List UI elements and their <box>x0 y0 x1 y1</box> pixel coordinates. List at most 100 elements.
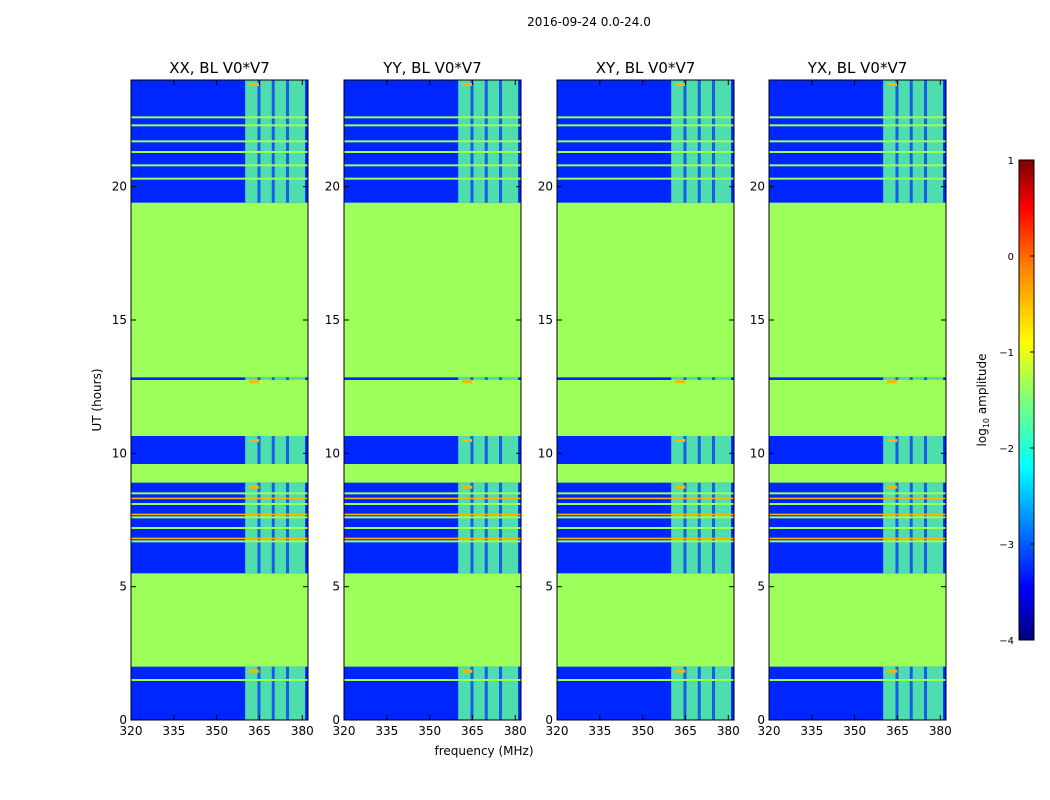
hot-spot <box>249 669 260 673</box>
x-tick-label: 335 <box>162 724 185 738</box>
flag-stripe <box>769 164 946 167</box>
hot-spot <box>249 380 260 384</box>
flag-stripe <box>344 527 521 529</box>
flag-stripe <box>131 116 308 119</box>
hot-stripe <box>769 497 946 500</box>
hot-spot <box>462 439 473 442</box>
colorbar-tick-label: −2 <box>999 444 1014 455</box>
y-tick-label: 10 <box>112 446 127 460</box>
colorbar-tick-label: −1 <box>999 348 1014 359</box>
panel-title: YY, BL V0*V7 <box>382 59 481 77</box>
flag-stripe <box>769 492 946 495</box>
hot-spot <box>887 83 898 86</box>
flag-stripe <box>557 151 734 153</box>
panel-title: XY, BL V0*V7 <box>596 59 696 77</box>
flag-stripe <box>131 140 308 143</box>
y-tick-label: 15 <box>325 313 340 327</box>
x-tick-label: 320 <box>546 724 569 738</box>
band-gap <box>924 666 928 720</box>
hot-spot <box>675 669 686 673</box>
panel-3: XY, BL V0*V7 320 335 350 365 380 0 5 10 15 20 <box>538 59 740 738</box>
x-tick-label: 350 <box>418 724 441 738</box>
panel-frame <box>343 79 522 721</box>
x-tick-label: 320 <box>333 724 356 738</box>
x-tick-label: 320 <box>758 724 781 738</box>
band-gap <box>271 666 275 720</box>
band-gap <box>286 377 290 380</box>
flag-stripe <box>557 679 734 681</box>
y-tick-label: 5 <box>332 580 340 594</box>
rfi-band <box>458 377 519 380</box>
y-axis-label: UT (hours) <box>90 368 104 431</box>
flag-stripe <box>557 492 734 495</box>
rfi-band <box>883 377 944 380</box>
hot-spot <box>887 485 898 489</box>
x-tick-label: 335 <box>800 724 823 738</box>
x-tick-label: 365 <box>248 724 271 738</box>
band-gap <box>712 666 716 720</box>
y-tick-label: 10 <box>325 446 340 460</box>
y-tick-label: 20 <box>750 180 765 194</box>
x-tick-label: 350 <box>631 724 654 738</box>
data-row <box>344 377 521 380</box>
flag-stripe <box>769 503 946 505</box>
y-tick-label: 15 <box>112 313 127 327</box>
band-gap <box>271 436 275 464</box>
flag-stripe <box>769 116 946 119</box>
band-gap <box>499 377 503 380</box>
y-tick-label: 5 <box>119 580 127 594</box>
band-gap <box>286 436 290 464</box>
colorbar: 10−1−2−3−4 log10 amplitude <box>975 156 1035 647</box>
figure-suptitle: 2016-09-24 0.0-24.0 <box>527 15 651 29</box>
band-gap <box>895 666 899 720</box>
flag-stripe <box>344 492 521 495</box>
x-tick-label: 380 <box>504 724 527 738</box>
x-tick-label: 380 <box>929 724 952 738</box>
band-gap <box>712 436 716 464</box>
flag-stripe <box>344 679 521 681</box>
colorbar-label-tail: amplitude <box>975 354 989 418</box>
data-row <box>131 377 308 380</box>
hot-stripe <box>557 537 734 540</box>
y-tick-label: 20 <box>538 180 553 194</box>
hot-spot <box>462 380 473 384</box>
flag-stripe <box>131 164 308 167</box>
hot-stripe <box>131 537 308 540</box>
band-gap <box>470 666 474 720</box>
x-tick-label: 350 <box>843 724 866 738</box>
hot-spot <box>675 485 686 489</box>
colorbar-tick-label: 0 <box>1008 252 1014 263</box>
colorbar-tick-label: −3 <box>999 540 1014 551</box>
flag-stripe <box>344 124 521 127</box>
flag-stripe <box>557 527 734 529</box>
band-gap <box>712 377 716 380</box>
hot-spot <box>462 83 473 86</box>
flag-stripe <box>557 516 734 519</box>
panel-4: YX, BL V0*V7 320 335 350 365 380 0 5 10 15 20 <box>750 59 952 738</box>
band-gap <box>257 436 261 464</box>
rfi-band <box>245 377 306 380</box>
rfi-band <box>458 666 519 720</box>
flag-stripe <box>131 679 308 681</box>
x-tick-label: 365 <box>461 724 484 738</box>
flag-stripe <box>344 503 521 505</box>
flag-stripe <box>557 503 734 505</box>
y-tick-label: 0 <box>545 713 553 727</box>
y-tick-label: 5 <box>757 580 765 594</box>
hot-spot <box>887 669 898 673</box>
band-gap <box>895 436 899 464</box>
hot-spot <box>887 439 898 442</box>
band-gap <box>683 666 687 720</box>
band-gap <box>257 377 261 380</box>
y-tick-label: 20 <box>112 180 127 194</box>
flag-stripe <box>344 540 521 543</box>
band-gap <box>697 666 701 720</box>
hot-stripe <box>557 513 734 516</box>
flag-stripe <box>769 177 946 180</box>
hot-stripe <box>769 513 946 516</box>
band-gap <box>924 436 928 464</box>
band-gap <box>683 436 687 464</box>
band-gap <box>286 666 290 720</box>
y-tick-label: 15 <box>750 313 765 327</box>
